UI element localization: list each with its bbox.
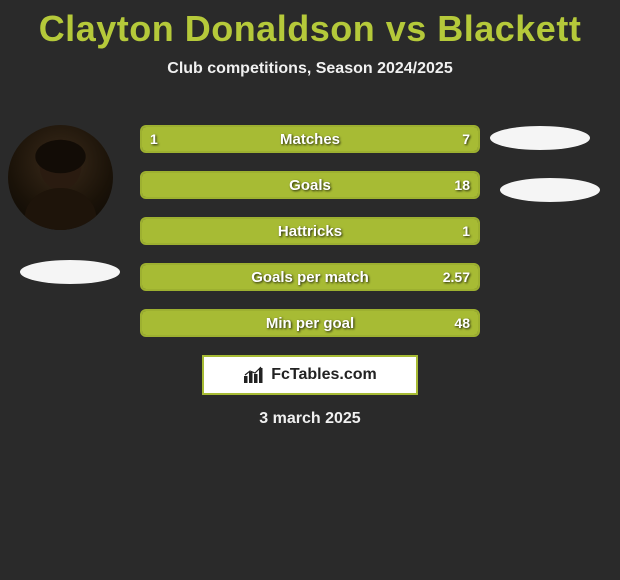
fctables-logo: FcTables.com [202, 355, 418, 395]
player-name-pill-right-2 [500, 178, 600, 202]
bar-value-right: 1 [462, 219, 470, 243]
bar-label: Hattricks [142, 219, 478, 243]
bar-value-right: 18 [454, 173, 470, 197]
bar-hattricks: Hattricks 1 [140, 217, 480, 245]
bar-value-right: 7 [462, 127, 470, 151]
bar-label: Matches [142, 127, 478, 151]
comparison-bars: 1 Matches 7 Goals 18 Hattricks 1 Goals p… [140, 125, 480, 355]
bar-goals-per-match: Goals per match 2.57 [140, 263, 480, 291]
player-avatar-left [8, 125, 113, 230]
date-text: 3 march 2025 [0, 410, 620, 428]
player-name-pill-left [20, 260, 120, 284]
logo-text: FcTables.com [271, 366, 377, 384]
bar-chart-icon [243, 366, 265, 384]
bar-value-right: 2.57 [443, 265, 470, 289]
player-name-pill-right-1 [490, 126, 590, 150]
bar-value-right: 48 [454, 311, 470, 335]
bar-min-per-goal: Min per goal 48 [140, 309, 480, 337]
bar-label: Min per goal [142, 311, 478, 335]
bar-label: Goals [142, 173, 478, 197]
page-title: Clayton Donaldson vs Blackett [0, 0, 620, 50]
bar-label: Goals per match [142, 265, 478, 289]
bar-matches: 1 Matches 7 [140, 125, 480, 153]
bar-goals: Goals 18 [140, 171, 480, 199]
subtitle: Club competitions, Season 2024/2025 [0, 60, 620, 78]
